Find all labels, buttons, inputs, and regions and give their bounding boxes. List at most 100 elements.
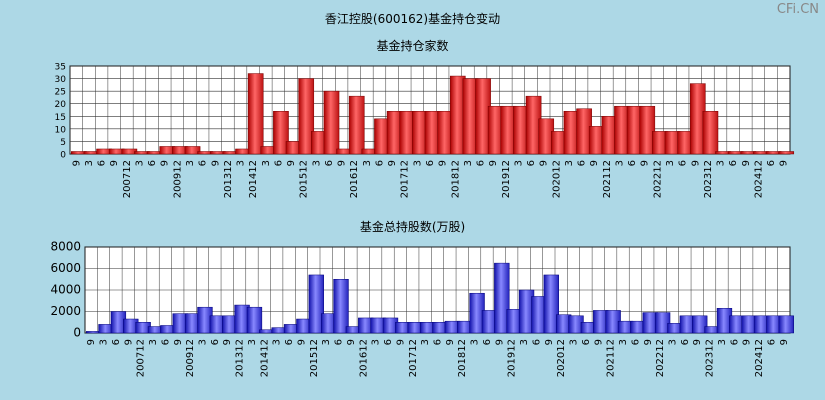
- x-tick-label-0: 6: [577, 160, 588, 166]
- x-tick-label-1: 202412: [754, 339, 765, 377]
- y-tick-label-1: 4000: [50, 283, 81, 297]
- x-tick-label-0: 6: [97, 160, 108, 166]
- x-tick-label-1: 9: [779, 339, 790, 345]
- y-tick-label-0: 10: [55, 125, 67, 135]
- x-tick-label-1: 201712: [408, 339, 419, 377]
- x-tick-label-0: 3: [513, 160, 524, 166]
- x-tick-label-1: 3: [519, 339, 530, 345]
- x-tick-label-0: 201712: [400, 160, 411, 198]
- x-tick-label-0: 9: [337, 160, 348, 166]
- x-tick-label-1: 6: [383, 339, 394, 345]
- x-tick-label-1: 9: [544, 339, 555, 345]
- x-tick-label-1: 201612: [358, 339, 369, 377]
- x-tick-label-1: 201312: [235, 339, 246, 377]
- brand-logo: CFi.CN: [776, 2, 819, 17]
- x-tick-label-0: 201912: [501, 160, 512, 198]
- x-tick-label-1: 6: [433, 339, 444, 345]
- x-tick-label-1: 9: [123, 339, 134, 345]
- x-tick-label-1: 201912: [507, 339, 518, 377]
- x-tick-label-0: 9: [286, 160, 297, 166]
- x-tick-label-1: 3: [569, 339, 580, 345]
- x-tick-label-0: 3: [412, 160, 423, 166]
- bar-0-45: [639, 105, 656, 155]
- x-tick-label-1: 9: [173, 339, 184, 345]
- x-tick-label-1: 6: [680, 339, 691, 345]
- x-tick-label-1: 9: [346, 339, 357, 345]
- x-tick-label-0: 202112: [602, 160, 613, 198]
- y-tick-label-1: 2000: [50, 304, 81, 318]
- x-tick-label-1: 200712: [136, 339, 147, 377]
- x-tick-label-0: 3: [185, 160, 196, 166]
- x-tick-label-0: 202012: [551, 160, 562, 198]
- x-tick-label-1: 3: [321, 339, 332, 345]
- page-title: 香江控股(600162)基金持仓变动: [324, 12, 501, 26]
- bar-0-20: [323, 90, 340, 155]
- x-tick-label-0: 9: [589, 160, 600, 166]
- x-tick-label-1: 202312: [705, 339, 716, 377]
- x-tick-label-1: 6: [482, 339, 493, 345]
- x-tick-label-0: 6: [476, 160, 487, 166]
- x-tick-label-0: 6: [627, 160, 638, 166]
- x-tick-label-1: 9: [643, 339, 654, 345]
- bar-1-20: [333, 279, 349, 334]
- bar-0-16: [273, 111, 289, 155]
- x-tick-label-0: 201512: [299, 160, 310, 198]
- x-tick-label-1: 6: [334, 339, 345, 345]
- x-tick-label-0: 3: [236, 160, 247, 166]
- x-tick-label-0: 6: [728, 160, 739, 166]
- x-tick-label-0: 3: [362, 160, 373, 166]
- x-tick-label-0: 3: [84, 160, 95, 166]
- x-tick-label-1: 6: [531, 339, 542, 345]
- x-tick-label-1: 9: [395, 339, 406, 345]
- x-tick-label-0: 202412: [753, 160, 764, 198]
- x-tick-label-0: 6: [147, 160, 158, 166]
- x-tick-label-1: 201812: [457, 339, 468, 377]
- x-tick-label-1: 200912: [185, 339, 196, 377]
- x-tick-label-1: 3: [371, 339, 382, 345]
- x-tick-label-1: 9: [692, 339, 703, 345]
- bar-0-18: [298, 78, 315, 155]
- x-tick-label-0: 9: [741, 160, 752, 166]
- x-tick-label-0: 6: [678, 160, 689, 166]
- bar-1-49: [692, 315, 708, 334]
- bar-1-33: [494, 262, 510, 334]
- x-tick-label-1: 202112: [606, 339, 617, 377]
- x-tick-label-1: 6: [729, 339, 740, 345]
- x-tick-label-1: 3: [272, 339, 283, 345]
- y-tick-label-0: 30: [55, 75, 67, 85]
- x-tick-label-1: 3: [247, 339, 258, 345]
- x-tick-label-0: 9: [640, 160, 651, 166]
- x-tick-label-1: 3: [198, 339, 209, 345]
- x-tick-label-0: 201312: [223, 160, 234, 198]
- x-tick-label-1: 202212: [655, 339, 666, 377]
- bar-0-56: [778, 151, 795, 155]
- x-tick-label-0: 6: [425, 160, 436, 166]
- x-tick-label-0: 3: [665, 160, 676, 166]
- y-tick-label-0: 35: [55, 63, 66, 73]
- x-tick-label-1: 9: [222, 339, 233, 345]
- x-tick-label-0: 3: [614, 160, 625, 166]
- bar-1-13: [246, 306, 263, 334]
- bar-0-14: [247, 73, 264, 155]
- y-tick-label-1: 6000: [50, 261, 81, 275]
- x-tick-label-1: 201412: [259, 339, 270, 377]
- x-tick-label-1: 9: [742, 339, 753, 345]
- bar-1-46: [654, 312, 671, 334]
- chart-1-title: 基金持仓家数: [376, 39, 449, 53]
- x-tick-label-0: 9: [539, 160, 550, 166]
- x-tick-label-0: 9: [690, 160, 701, 166]
- x-tick-label-1: 3: [717, 339, 728, 345]
- x-tick-label-0: 3: [564, 160, 575, 166]
- x-tick-label-0: 200712: [122, 160, 133, 198]
- bar-1-37: [543, 274, 559, 334]
- x-tick-label-1: 3: [420, 339, 431, 345]
- y-tick-label-0: 25: [55, 88, 66, 98]
- x-tick-label-1: 9: [593, 339, 604, 345]
- x-tick-label-1: 6: [766, 339, 777, 345]
- x-tick-label-0: 3: [311, 160, 322, 166]
- x-tick-label-1: 3: [668, 339, 679, 345]
- x-tick-label-0: 3: [463, 160, 474, 166]
- y-tick-label-0: 15: [55, 113, 66, 123]
- x-tick-label-0: 9: [438, 160, 449, 166]
